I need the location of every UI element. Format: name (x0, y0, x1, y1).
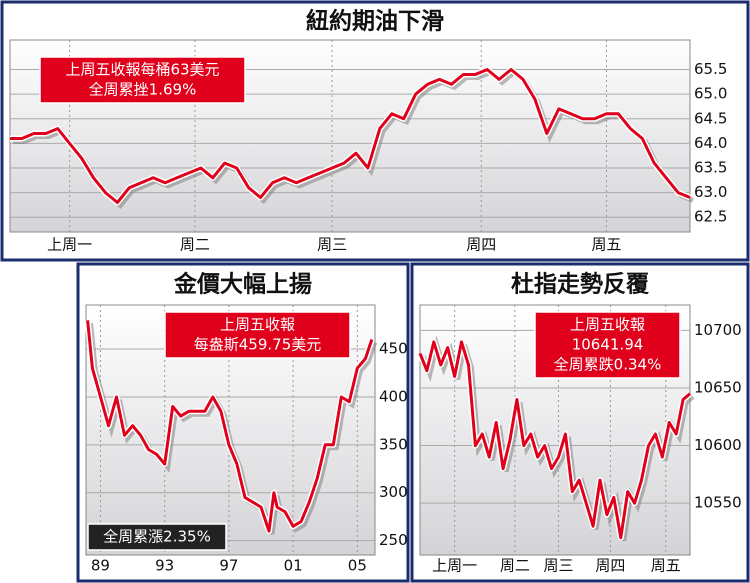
annotation-text: 上周五收報每桶63美元 (65, 61, 219, 79)
x-tick-label: 周四 (466, 236, 496, 254)
x-tick-label: 上周一 (47, 236, 92, 254)
chart-title: 金價大幅上揚 (173, 271, 312, 298)
x-tick-label: 97 (219, 557, 238, 575)
x-tick-label: 周三 (543, 557, 573, 575)
x-tick-label: 周二 (180, 236, 210, 254)
y-tick-label: 65.5 (694, 60, 727, 78)
y-tick-label: 63.5 (694, 159, 727, 177)
annotation-text: 全周累挫1.69% (89, 81, 197, 99)
price-line (10, 68, 691, 204)
annotation-box (39, 56, 246, 104)
y-tick-label: 300 (379, 483, 408, 501)
annotation-text: 上周五收報 (220, 316, 295, 334)
x-tick-label: 89 (91, 557, 110, 575)
y-tick-label: 10600 (694, 436, 742, 454)
y-tick-label: 64.0 (694, 134, 727, 152)
annotation-box (87, 523, 227, 551)
x-tick-label: 周五 (651, 557, 681, 575)
x-tick-label: 上周一 (432, 557, 477, 575)
x-tick-label: 93 (155, 557, 174, 575)
annotation-box (534, 311, 681, 379)
x-tick-label: 周五 (591, 236, 621, 254)
y-tick-label: 10550 (694, 494, 742, 512)
annotation-text: 上周五收報 (570, 316, 645, 334)
y-tick-label: 10650 (694, 378, 742, 396)
y-tick-label: 62.5 (694, 208, 727, 226)
y-tick-label: 350 (379, 435, 408, 453)
annotation-box (164, 311, 351, 359)
y-tick-label: 450 (379, 340, 408, 358)
y-tick-label: 10700 (694, 321, 742, 339)
x-tick-label: 周四 (595, 557, 625, 575)
y-tick-label: 64.5 (694, 109, 727, 127)
x-tick-label: 周三 (317, 236, 347, 254)
y-tick-label: 250 (379, 531, 408, 549)
annotation-text: 全周累跌0.34% (554, 356, 662, 374)
x-tick-label: 05 (348, 557, 367, 575)
chart-title: 紐約期油下滑 (306, 8, 444, 35)
x-tick-label: 周二 (500, 557, 530, 575)
price-line (86, 320, 374, 533)
x-tick-label: 01 (284, 557, 303, 575)
y-tick-label: 65.0 (694, 85, 727, 103)
annotation-text: 每盎斯459.75美元 (194, 336, 322, 354)
annotation-text: 10641.94 (572, 336, 644, 354)
chart-title: 杜指走勢反覆 (511, 272, 650, 298)
y-tick-label: 400 (379, 387, 408, 405)
y-tick-label: 63.0 (694, 183, 727, 201)
annotation-text: 全周累漲2.35% (103, 528, 211, 546)
price-line (418, 340, 691, 540)
